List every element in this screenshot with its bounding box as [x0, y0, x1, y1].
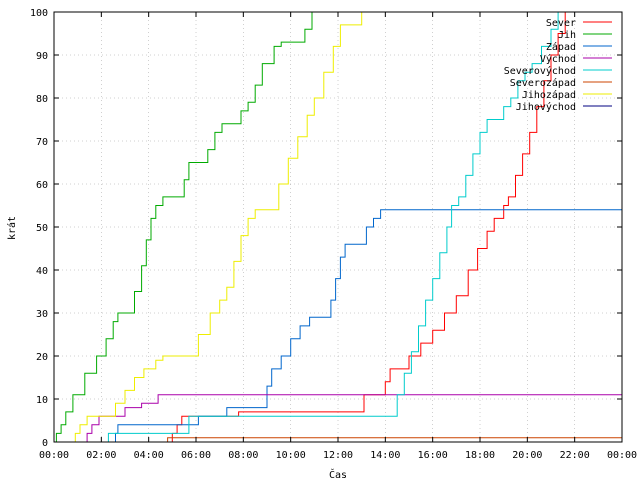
x-tick-label: 00:00 — [607, 450, 637, 461]
legend-label: Jihovýchod — [516, 101, 576, 113]
x-tick-label: 00:00 — [39, 450, 69, 461]
series-line — [54, 12, 559, 443]
y-tick-label: 100 — [30, 8, 48, 19]
legend-label: Severozápad — [510, 77, 576, 89]
y-tick-label: 50 — [36, 223, 48, 234]
y-tick-label: 30 — [36, 309, 48, 320]
series-line — [54, 394, 622, 443]
x-axis-label: Čas — [329, 468, 347, 480]
x-tick-label: 06:00 — [181, 450, 211, 461]
x-tick-label: 16:00 — [418, 450, 448, 461]
y-tick-label: 70 — [36, 137, 48, 148]
x-tick-label: 02:00 — [86, 450, 116, 461]
y-tick-label: 90 — [36, 51, 48, 62]
x-tick-label: 22:00 — [560, 450, 590, 461]
legend-label: Východ — [540, 53, 576, 65]
x-tick-label: 12:00 — [323, 450, 353, 461]
legend-label: Severovýchod — [504, 65, 576, 77]
y-tick-label: 10 — [36, 395, 48, 406]
x-tick-label: 20:00 — [512, 450, 542, 461]
legend-label: Jihozápad — [522, 89, 576, 101]
y-tick-label: 0 — [42, 438, 48, 449]
legend-label: Západ — [546, 41, 576, 53]
y-axis-label: krát — [6, 216, 18, 240]
legend-label: Sever — [546, 18, 576, 29]
x-tick-label: 10:00 — [276, 450, 306, 461]
x-tick-label: 18:00 — [465, 450, 495, 461]
series-line — [54, 12, 363, 443]
x-tick-label: 08:00 — [228, 450, 258, 461]
series-line — [54, 12, 313, 443]
legend: SeverJihZápadVýchodSeverovýchodSeverozáp… — [504, 18, 612, 113]
y-tick-label: 40 — [36, 266, 48, 277]
y-tick-label: 80 — [36, 94, 48, 105]
axis-ticks: 00:00 02:00 04:00 06:00 08:00 10:00 12:00 14:00… — [30, 8, 637, 461]
series-line — [54, 209, 622, 443]
y-tick-label: 60 — [36, 180, 48, 191]
legend-label: Jih — [558, 30, 576, 41]
x-tick-label: 04:00 — [134, 450, 164, 461]
series-line — [54, 12, 566, 443]
y-tick-label: 20 — [36, 352, 48, 363]
x-tick-label: 14:00 — [370, 450, 400, 461]
